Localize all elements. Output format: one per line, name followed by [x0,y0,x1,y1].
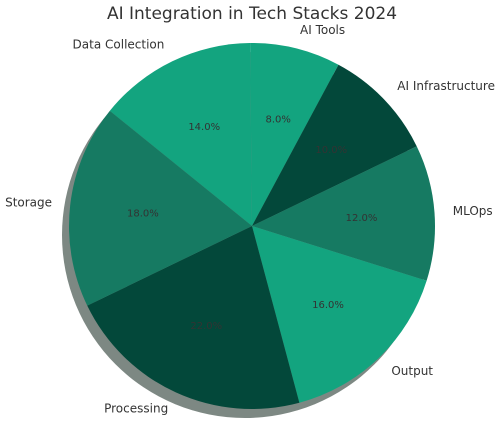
pie-slice [109,43,252,226]
value-label: 22.0% [190,321,222,332]
pie-slice [252,64,417,226]
slice-label: Output [391,364,433,378]
slice-label: AI Infrastructure [397,79,495,93]
pie-slice [250,42,339,226]
pie-slice [252,226,427,403]
pie-slice [252,146,435,281]
slice-label: Processing [104,402,168,416]
slice-label: MLOps [453,204,493,218]
pie-slice [69,110,252,306]
value-label: 14.0% [188,122,220,133]
slice-label: Data Collection [73,37,165,51]
pie-slice [87,226,300,409]
slice-label: AI Tools [300,23,345,37]
value-label: 12.0% [346,213,378,224]
slice-label: Storage [5,195,52,209]
value-label: 10.0% [315,145,347,156]
value-label: 8.0% [265,114,290,125]
value-label: 16.0% [312,300,344,311]
value-label: 18.0% [127,208,159,219]
chart-title: AI Integration in Tech Stacks 2024 [107,4,397,24]
